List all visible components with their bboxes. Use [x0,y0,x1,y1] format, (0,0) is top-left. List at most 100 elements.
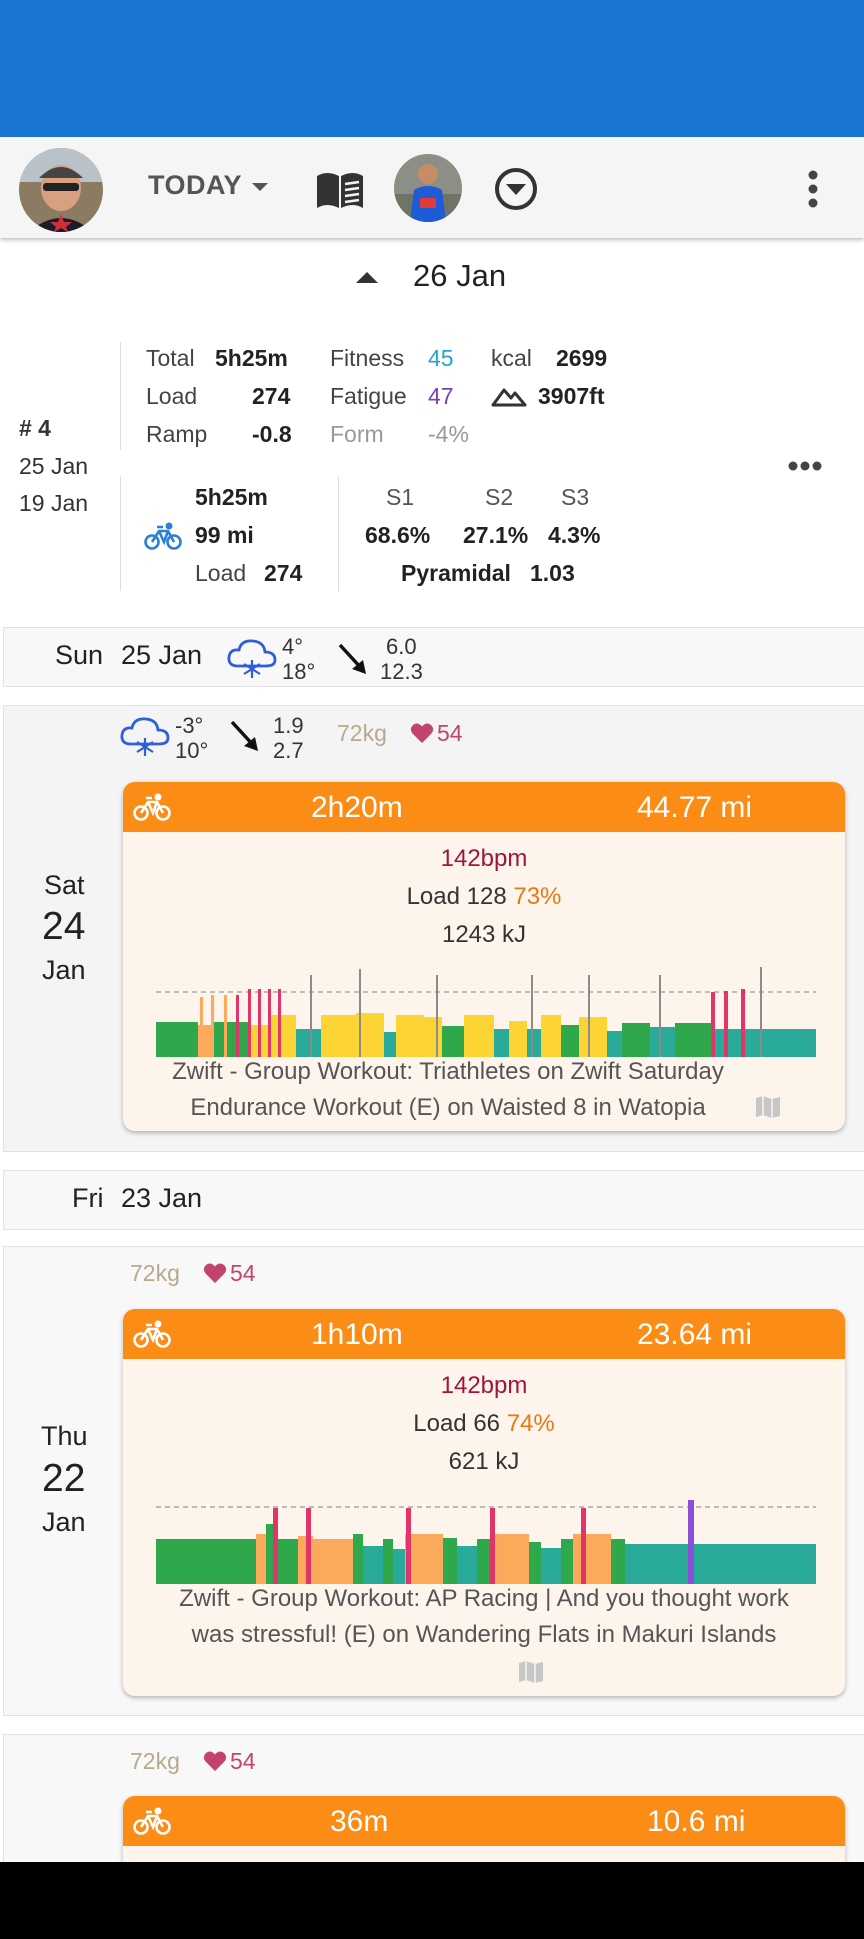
activity-intensity: 73% [513,883,562,910]
bike-icon [133,1320,171,1348]
activity-distance: 10.6 mi [647,1805,746,1838]
load-value: 274 [252,383,291,409]
activity-intensity: 74% [506,1410,555,1437]
activity-name: Zwift - Group Workout: AP Racing | And y… [179,1585,789,1648]
activity-load-label: Load [413,1410,467,1437]
sun-temp-low: 4° [282,634,304,659]
sat-temp-low: -3° [175,713,204,738]
heart-icon [203,1750,227,1772]
today-label: TODAY [148,170,243,200]
week-date-from: 19 Jan [19,490,89,516]
activity-load-value: 128 [466,883,507,910]
activity-avg-hr: 142bpm [440,845,528,872]
kcal-label: kcal [491,345,532,371]
day-row-sun[interactable] [3,627,864,687]
athlete-avatar[interactable] [394,154,462,222]
activity-name: Zwift - Group Workout: Triathletes on Zw… [172,1058,724,1121]
distribution-value: 1.03 [530,560,575,586]
status-bar [0,0,864,137]
thu-resting-hr: 54 [230,1260,256,1286]
zone-s3-value: 4.3% [548,522,601,548]
thu-weekday: Thu [41,1421,88,1451]
sat-weight: 72kg [337,720,387,746]
activity-card[interactable]: 2h20m 44.77 mi 142bpm Load 128 73% 1243 … [123,782,845,1131]
collapse-week-caret-icon[interactable] [356,272,378,283]
heart-icon [203,1262,227,1284]
chevron-circle-icon[interactable] [493,166,539,212]
sat-month: Jan [42,955,86,985]
activity-duration: 36m [330,1805,389,1838]
sat-resting-hr: 54 [437,720,463,746]
zone-s1-label: S1 [386,484,415,510]
book-icon[interactable] [315,170,365,210]
sun-temp-high: 18° [282,659,316,684]
activity-duration: 2h20m [311,791,403,824]
week-header-date: 26 Jan [413,258,507,293]
activity-load-value: 66 [473,1410,501,1437]
activity-load: Load 128 73% [123,883,845,911]
snow-cloud-icon [119,714,171,758]
ramp-value: -0.8 [252,421,292,447]
sun-date: 25 Jan [121,640,203,670]
activity-card-header: 2h20m 44.77 mi [123,782,845,832]
wind-arrow-icon [336,641,370,677]
activity-work: 1243 kJ [441,921,527,948]
zone-s1-value: 68.6% [365,522,431,548]
activity-load: Load 66 74% [123,1410,845,1438]
wed-weight: 72kg [130,1748,180,1774]
day-row-fri[interactable] [3,1170,864,1230]
sun-wind-high: 12.3 [380,659,423,684]
ramp-label: Ramp [146,421,208,447]
sat-temp-high: 10° [175,738,209,763]
activity-card-header: 36m 10.6 mi [123,1796,845,1846]
activity-work: 621 kJ [448,1448,520,1475]
thu-day-number: 22 [42,1457,86,1500]
bike-icon [144,522,182,550]
elevation-icon [491,385,527,407]
zone-s2-label: S2 [485,484,514,510]
fitness-label: Fitness [330,345,405,371]
fatigue-label: Fatigue [330,383,407,409]
kcal-value: 2699 [556,345,608,371]
zone-s3-label: S3 [561,484,590,510]
activity-distance: 44.77 mi [637,791,753,824]
power-chart [156,1500,816,1584]
fitness-value: 45 [428,345,454,371]
week-number: # 4 [19,415,51,441]
heart-icon [410,722,434,744]
total-value: 5h25m [215,345,288,371]
wed-resting-hr: 54 [230,1748,256,1774]
sat-wind-low: 1.9 [273,713,304,738]
sun-weekday: Sun [55,640,104,670]
fri-weekday: Fri [72,1183,104,1213]
activity-card[interactable]: 1h10m 23.64 mi 142bpm Load 66 74% 621 kJ [123,1309,845,1696]
week-more-icon[interactable] [787,459,823,471]
system-nav-bar [0,1862,864,1939]
zone-s2-value: 27.1% [463,522,529,548]
today-dropdown[interactable]: TODAY [148,170,269,201]
activity-card-header: 1h10m 23.64 mi [123,1309,845,1359]
ride-load-value: 274 [264,560,303,586]
total-label: Total [146,345,195,371]
ride-time: 5h25m [195,484,268,510]
map-icon[interactable] [518,1660,544,1684]
sun-wind-low: 6.0 [386,634,417,659]
load-label: Load [146,383,198,409]
map-icon[interactable] [755,1095,781,1119]
sat-day-number: 24 [42,905,86,948]
user-avatar[interactable] [19,148,103,232]
form-label: Form [330,421,384,447]
activity-distance: 23.64 mi [637,1318,753,1351]
ride-distance: 99 mi [195,522,254,548]
ride-load-label: Load [195,560,247,586]
form-value: -4% [428,421,469,447]
more-vert-icon[interactable] [807,169,819,209]
week-date-to: 25 Jan [19,453,89,479]
bike-icon [133,1807,171,1835]
activity-avg-hr: 142bpm [440,1372,528,1399]
fri-date: 23 Jan [121,1183,203,1213]
distribution-label: Pyramidal [401,560,511,586]
activity-duration: 1h10m [311,1318,403,1351]
caret-down-icon [252,182,269,191]
bike-icon [133,793,171,821]
